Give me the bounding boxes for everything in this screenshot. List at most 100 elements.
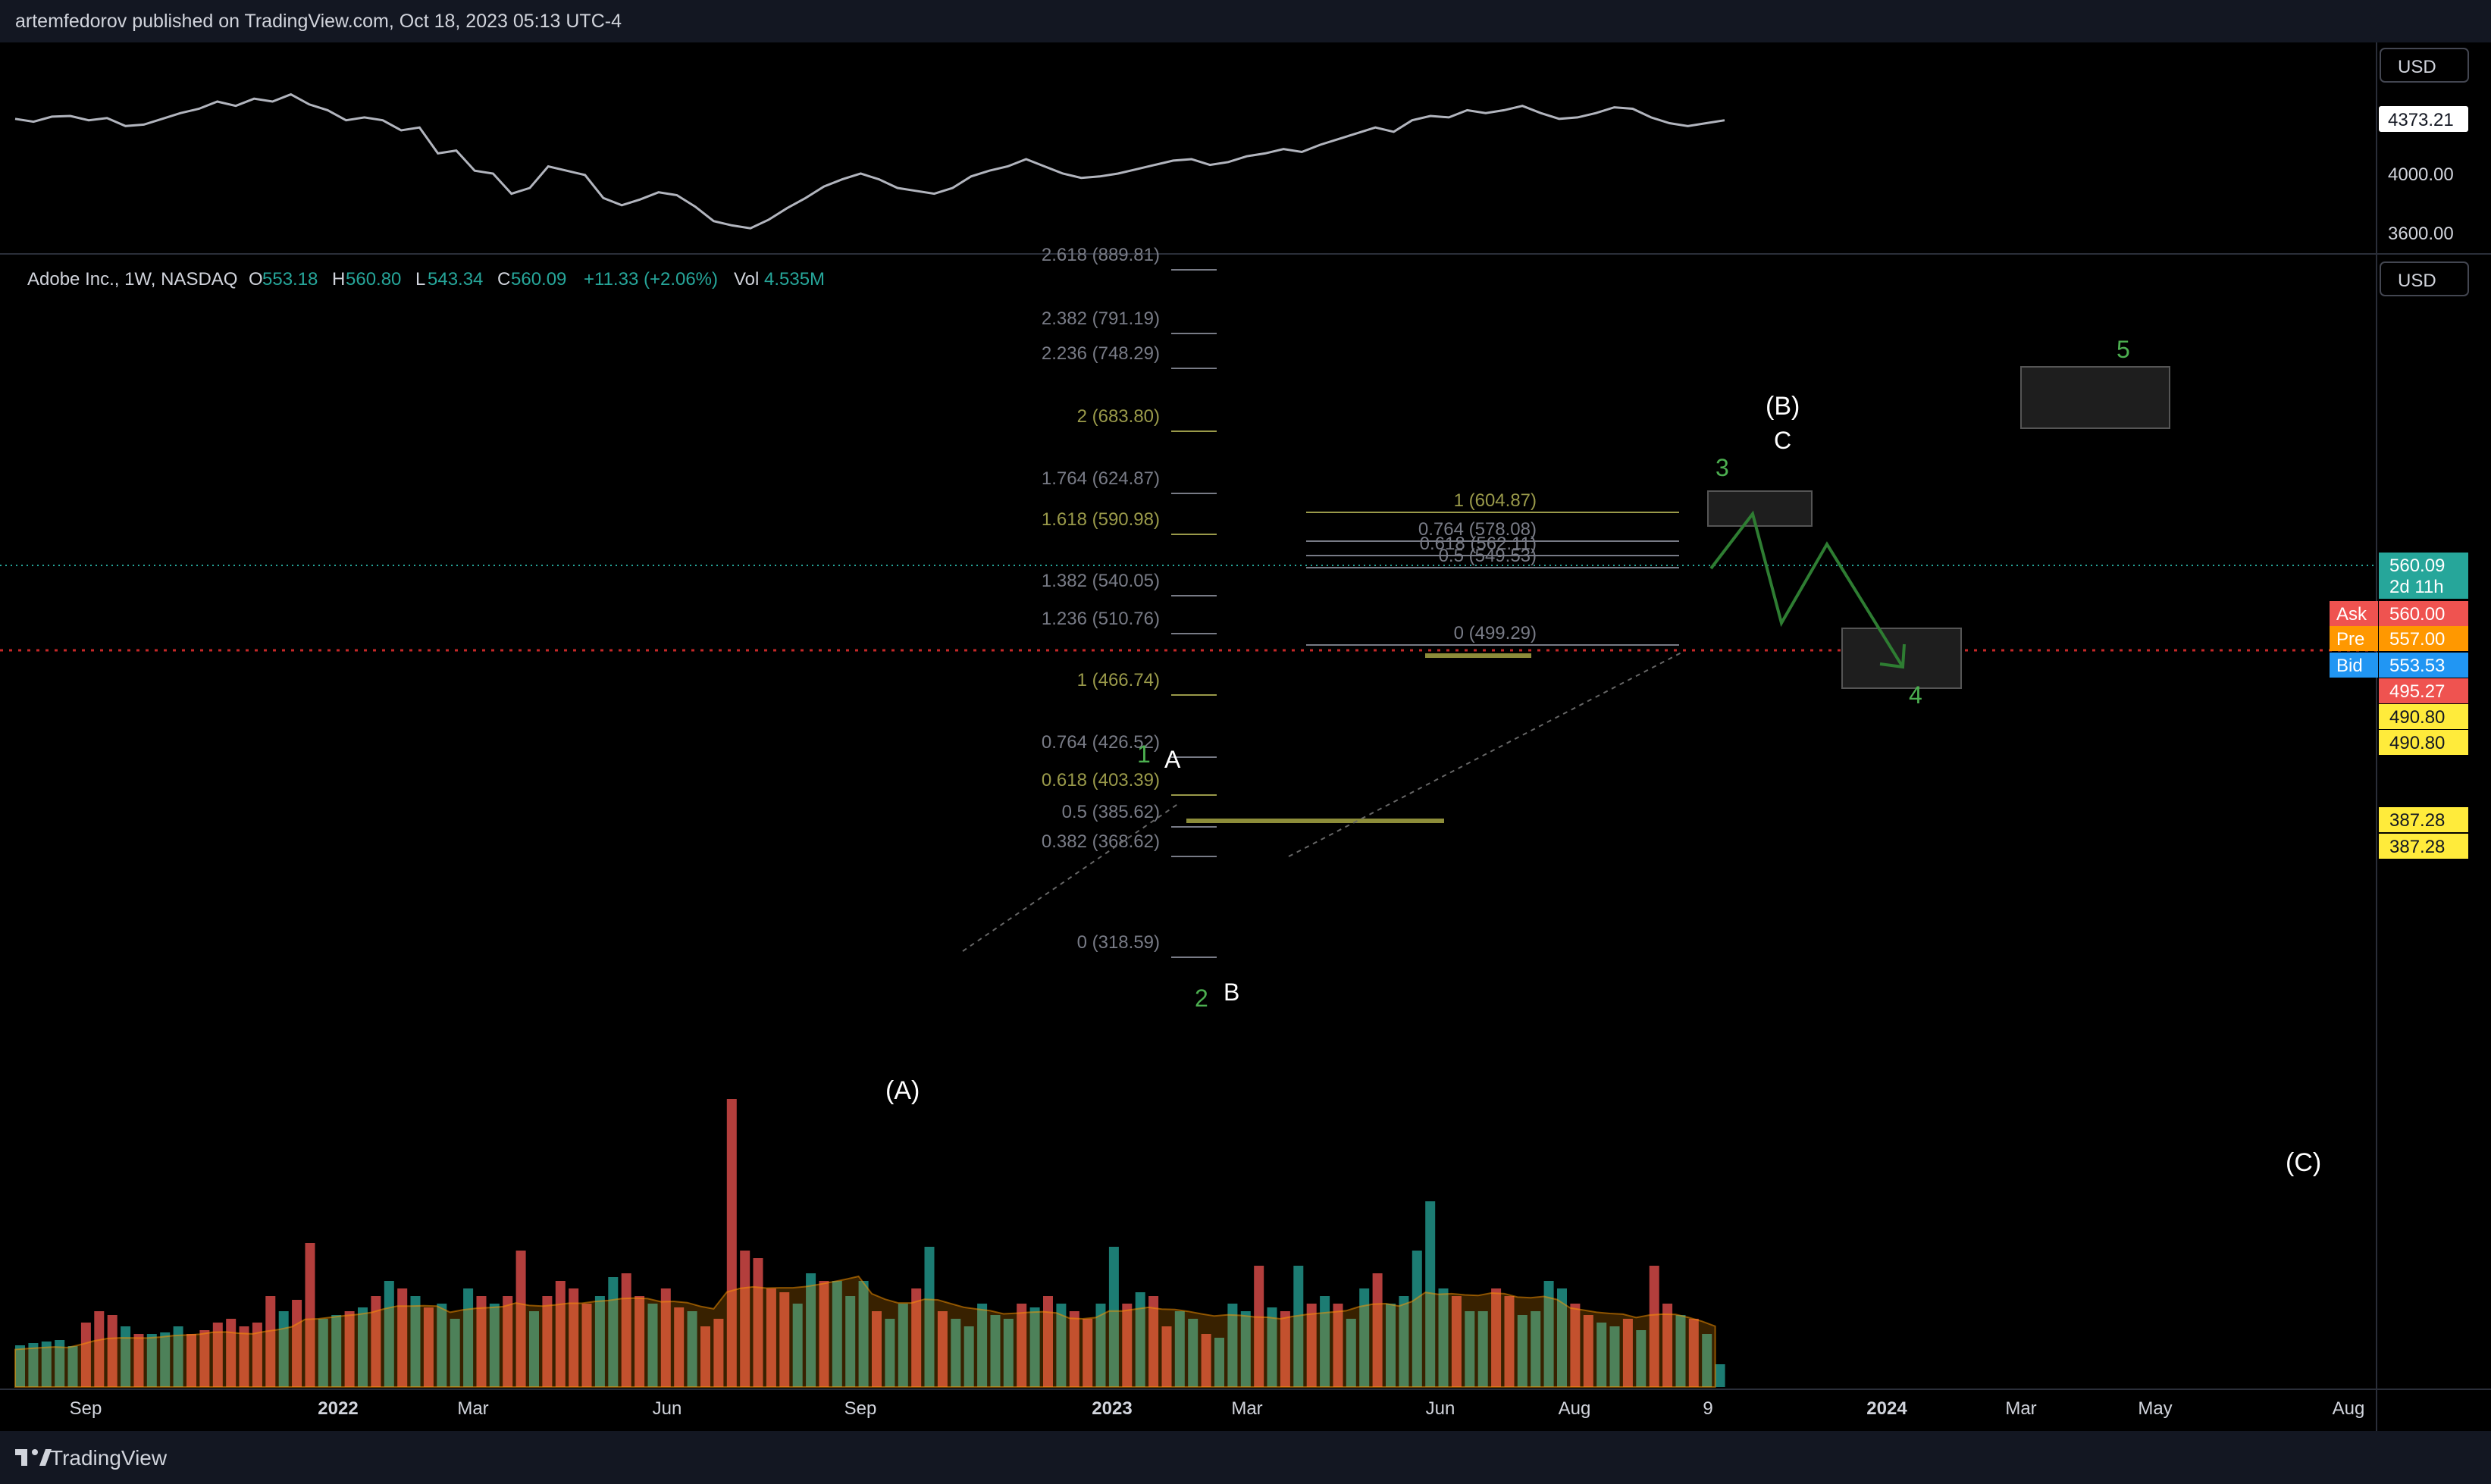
- volume-bar: [700, 1326, 710, 1387]
- volume-bar: [713, 1319, 724, 1387]
- index-pane[interactable]: [14, 92, 1725, 230]
- volume-bar: [515, 1251, 526, 1387]
- fib-ext-level-label: 0.5 (385.62): [1062, 802, 1160, 822]
- volume-bar: [621, 1273, 631, 1387]
- top-axis-label: 3600.00: [2388, 224, 2454, 244]
- wave-label-a-paren: (A): [885, 1076, 920, 1105]
- price-tag-box: [2379, 653, 2468, 678]
- high-value: 560.80: [346, 269, 401, 290]
- brand-name: TradingView: [50, 1446, 168, 1470]
- fib-ret-level-label: 1 (604.87): [1454, 490, 1537, 511]
- volume-bar: [1135, 1292, 1145, 1387]
- volume-bar: [1583, 1315, 1593, 1387]
- volume-bar: [55, 1340, 65, 1387]
- fib-ext-level-label: 0.618 (403.39): [1042, 770, 1160, 791]
- volume-bar: [1543, 1281, 1554, 1387]
- volume-bar: [964, 1326, 974, 1387]
- volume-bar: [1320, 1296, 1330, 1387]
- volume-bar: [397, 1288, 408, 1387]
- price-tag-label: Ask: [2336, 604, 2367, 625]
- time-axis-label: Aug: [2333, 1398, 2365, 1419]
- volume-bar: [806, 1273, 816, 1387]
- volume-bar: [990, 1315, 1001, 1387]
- volume-bar: [358, 1307, 368, 1387]
- fib-ext-level-label: 2.618 (889.81): [1042, 245, 1160, 265]
- volume-bar: [1122, 1304, 1133, 1387]
- fib-ret-level-label: 0 (499.29): [1454, 623, 1537, 643]
- volume-bar: [107, 1315, 118, 1387]
- target-box-wave5[interactable]: [2020, 366, 2170, 429]
- volume-bar: [911, 1288, 922, 1387]
- volume-bar: [503, 1296, 513, 1387]
- price-tag-box: [2379, 807, 2468, 832]
- symbol-legend[interactable]: Adobe Inc., 1W, NASDAQ O 553.18 H 560.80…: [27, 269, 825, 290]
- volume-bar: [766, 1288, 776, 1387]
- price-tag-value: 495.27: [2389, 681, 2445, 702]
- index-line: [14, 92, 1725, 230]
- price-tag-value: 387.28: [2389, 837, 2445, 857]
- volume-bar: [608, 1277, 619, 1387]
- volume-bar: [1531, 1311, 1541, 1387]
- chart-background: [0, 42, 2491, 1431]
- volume-value: 4.535M: [764, 269, 825, 290]
- close-value: 560.09: [511, 269, 566, 290]
- fib-extension[interactable]: 2.618 (889.81) 2.382 (791.19) 2.236 (748.2…: [1042, 245, 1217, 958]
- volume-bar: [1438, 1288, 1449, 1387]
- volume-bar: [331, 1315, 342, 1387]
- volume-bar: [1715, 1364, 1725, 1387]
- volume-bar: [67, 1346, 78, 1387]
- volume-bar: [1372, 1273, 1383, 1387]
- volume-bar: [1227, 1304, 1238, 1387]
- forecast-path[interactable]: [1709, 510, 1904, 668]
- top-currency-button[interactable]: [2380, 48, 2469, 83]
- wave-label-b: B: [1224, 978, 1239, 1006]
- volume-bar: [121, 1326, 131, 1387]
- price-tag-value: 387.28: [2389, 810, 2445, 831]
- fib-ext-level-label: 2 (683.80): [1077, 406, 1160, 427]
- price-tag-box: [2379, 553, 2468, 578]
- volume-bar: [674, 1307, 685, 1387]
- fib-retracement[interactable]: 1 (604.87) 0.764 (578.08)0.618 (562.11)0.…: [1306, 490, 1679, 646]
- time-axis[interactable]: Sep 2022 Mar Jun Sep 2023 Mar Jun Aug 9 2024 Mar May…: [70, 1398, 2365, 1419]
- volume-bar: [647, 1304, 658, 1387]
- time-axis-label: 2022: [318, 1398, 358, 1419]
- volume-bar: [1557, 1288, 1567, 1387]
- volume-bar: [1609, 1326, 1620, 1387]
- volume-bar: [463, 1288, 474, 1387]
- fib-ext-level-label: 0.382 (368.62): [1042, 831, 1160, 852]
- time-axis-label: Mar: [457, 1398, 488, 1419]
- volume-bar: [898, 1304, 908, 1387]
- publish-header: artemfedorov published on TradingView.co…: [0, 0, 2491, 42]
- fib-ret-level-label: 0.5 (549.53): [1439, 546, 1537, 566]
- volume-bar: [41, 1342, 52, 1387]
- volume-label: Vol: [734, 269, 759, 290]
- volume-bar: [1451, 1296, 1462, 1387]
- price-tag-value: 2d 11h: [2389, 577, 2444, 597]
- open-value: 553.18: [262, 269, 318, 290]
- target-box-wave3[interactable]: [1707, 490, 1813, 527]
- volume-bar: [1346, 1319, 1356, 1387]
- price-tag-box: [2379, 704, 2468, 729]
- volume-bar: [1148, 1296, 1159, 1387]
- wave-label-1: 1: [1137, 740, 1151, 768]
- wave-label-c: C: [1774, 427, 1791, 454]
- volume-bar: [1636, 1330, 1647, 1387]
- volume-bar: [1649, 1266, 1659, 1387]
- wave-label-4: 4: [1909, 681, 1922, 709]
- volume-bar: [173, 1326, 183, 1387]
- volume-bar: [1399, 1296, 1409, 1387]
- volume-bar: [977, 1304, 988, 1387]
- volume-bar: [845, 1296, 856, 1387]
- volume-bar: [858, 1281, 869, 1387]
- price-tag-value: 560.00: [2389, 604, 2445, 625]
- volume-bar: [1504, 1296, 1515, 1387]
- volume-bar: [212, 1323, 223, 1387]
- volume-bar: [1214, 1338, 1224, 1387]
- target-box-wave4[interactable]: [1841, 628, 1962, 689]
- publish-info: artemfedorov published on TradingView.co…: [15, 11, 622, 32]
- volume-pane: [15, 1099, 1725, 1387]
- volume-bar: [542, 1296, 553, 1387]
- price-tag-box: [2379, 601, 2468, 626]
- currency-button[interactable]: [2380, 261, 2469, 296]
